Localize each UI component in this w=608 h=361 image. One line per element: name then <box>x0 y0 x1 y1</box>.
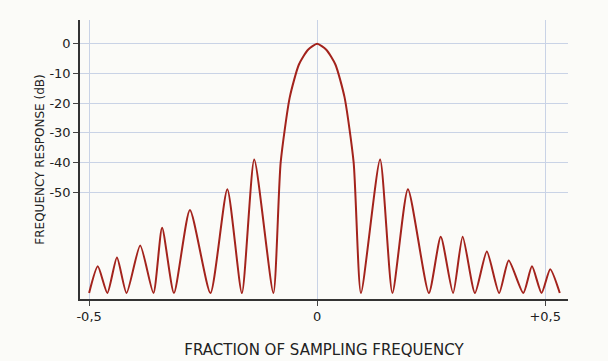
svg-text:-0,5: -0,5 <box>76 309 101 324</box>
svg-text:FRACTION OF SAMPLING FREQUENCY: FRACTION OF SAMPLING FREQUENCY <box>184 341 464 359</box>
svg-text:-10: -10 <box>49 66 70 81</box>
svg-text:-50: -50 <box>49 185 70 200</box>
svg-text:+0,5: +0,5 <box>529 309 561 324</box>
svg-text:-30: -30 <box>49 125 70 140</box>
svg-text:0: 0 <box>62 36 70 51</box>
svg-text:FREQUENCY RESPONSE (dB): FREQUENCY RESPONSE (dB) <box>33 74 47 244</box>
svg-text:0: 0 <box>313 309 321 324</box>
svg-text:-40: -40 <box>49 155 70 170</box>
svg-text:-20: -20 <box>49 96 70 111</box>
